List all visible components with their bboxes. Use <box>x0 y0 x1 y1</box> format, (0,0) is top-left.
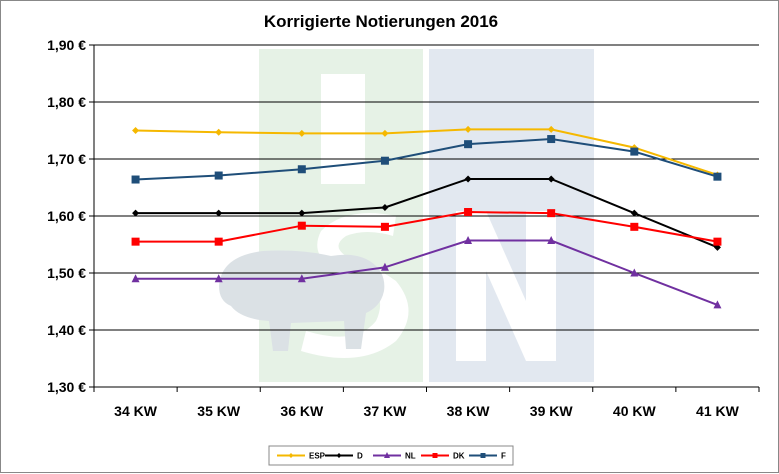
legend-marker-f <box>480 453 486 458</box>
legend-entry-dk: DK <box>421 452 465 461</box>
watermark-letter-n <box>456 211 556 361</box>
data-point-nl <box>214 274 223 283</box>
data-point-d <box>630 209 638 217</box>
data-point-f <box>214 171 223 180</box>
data-point-nl <box>713 300 722 309</box>
data-point-d <box>132 209 140 217</box>
series-line-d <box>135 177 718 249</box>
legend-entry-nl: NL <box>373 452 416 461</box>
y-tick-label: 1,90 € <box>47 37 86 53</box>
data-point-dk <box>547 209 556 218</box>
x-tick-label: 41 KW <box>696 403 740 419</box>
x-tick-label: 35 KW <box>197 403 241 419</box>
data-point-f <box>630 147 639 156</box>
chart-title: Korrigierte Notierungen 2016 <box>264 12 498 31</box>
data-point-f <box>131 175 140 184</box>
x-tick-label: 37 KW <box>364 403 408 419</box>
data-point-dk <box>713 237 722 246</box>
data-point-esp <box>381 129 389 137</box>
data-point-dk <box>380 222 389 231</box>
legend: ESP D NL DK F <box>268 445 514 466</box>
x-axis-ticks: 34 KW 35 KW 36 KW 37 KW 38 KW 39 KW 40 KW 41 KW <box>93 387 760 419</box>
data-point-f <box>297 165 306 174</box>
y-tick-label: 1,40 € <box>47 322 86 338</box>
y-axis-ticks: 1,30 € 1,40 € 1,50 € 1,60 € 1,70 € 1,80 € 1,90… <box>47 37 94 395</box>
series-line-f <box>135 138 718 181</box>
legend-marker-nl <box>384 452 390 458</box>
series-line-esp <box>135 128 718 176</box>
data-point-esp <box>132 127 140 134</box>
x-tick-label: 38 KW <box>447 403 491 419</box>
data-point-dk <box>131 237 140 246</box>
legend-entry-f: F <box>469 452 506 461</box>
y-tick-label: 1,50 € <box>47 265 86 281</box>
data-point-dk <box>630 222 639 231</box>
x-tick-label: 34 KW <box>114 403 158 419</box>
data-point-nl <box>131 274 140 283</box>
legend-label-d: D <box>357 452 363 461</box>
series-nl <box>131 236 722 309</box>
y-tick-label: 1,80 € <box>47 94 86 110</box>
data-point-f <box>713 172 722 181</box>
data-point-f <box>380 156 389 165</box>
data-point-d <box>215 209 223 217</box>
data-point-d <box>547 175 555 183</box>
y-tick-label: 1,70 € <box>47 151 86 167</box>
data-point-esp <box>547 125 555 133</box>
data-point-nl <box>380 262 389 271</box>
y-tick-label: 1,60 € <box>47 208 86 224</box>
series-layer <box>131 125 722 309</box>
data-point-nl <box>547 236 556 245</box>
data-point-esp <box>464 125 472 133</box>
watermark-letter-s <box>301 213 409 359</box>
data-point-d <box>298 209 306 217</box>
data-point-d <box>381 203 389 211</box>
legend-label-dk: DK <box>453 452 465 461</box>
x-tick-label: 39 KW <box>530 403 574 419</box>
legend-marker-d <box>336 453 342 458</box>
series-dk <box>131 208 722 246</box>
x-tick-label: 40 KW <box>613 403 657 419</box>
legend-entry-esp: ESP <box>277 452 326 461</box>
data-point-nl <box>464 236 473 245</box>
legend-label-nl: NL <box>405 452 416 461</box>
data-point-dk <box>464 208 473 217</box>
grid-lines <box>94 44 759 388</box>
data-point-dk <box>297 221 306 230</box>
legend-marker-dk <box>432 453 438 458</box>
data-point-d <box>464 175 472 183</box>
series-f <box>131 135 722 184</box>
legend-label-f: F <box>501 452 506 461</box>
data-point-esp <box>298 129 306 137</box>
data-point-esp <box>215 128 223 136</box>
legend-label-esp: ESP <box>309 452 326 461</box>
series-line-dk <box>135 211 718 243</box>
data-point-dk <box>214 237 223 246</box>
legend-entry-d: D <box>325 452 363 461</box>
legend-marker-esp <box>288 453 294 458</box>
data-point-nl <box>630 268 639 277</box>
data-point-f <box>547 135 556 144</box>
series-line-nl <box>135 239 718 306</box>
watermark-pig-icon <box>219 250 385 351</box>
x-tick-label: 36 KW <box>280 403 324 419</box>
y-tick-label: 1,30 € <box>47 379 86 395</box>
data-point-nl <box>297 274 306 283</box>
data-point-f <box>464 140 473 149</box>
